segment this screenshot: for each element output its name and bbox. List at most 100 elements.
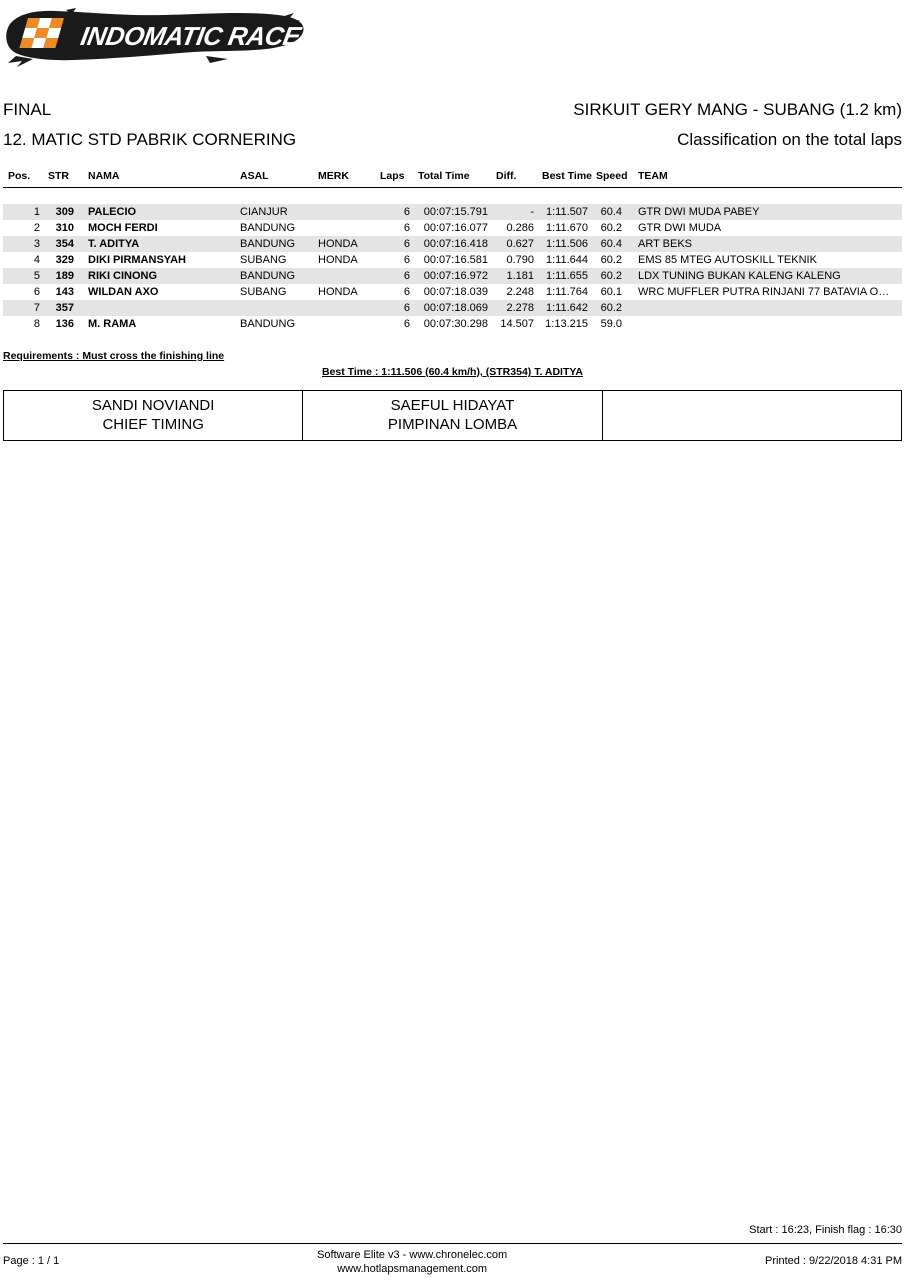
cell-str: 189 (55, 270, 74, 282)
table-header-row: Pos. STR NAMA ASAL MERK Laps Total Time … (3, 168, 902, 188)
table-row: 6 143 WILDAN AXO SUBANG HONDA 6 00:07:18… (3, 284, 902, 300)
cell-pos: 8 (33, 318, 40, 330)
cell-team: WRC MUFFLER PUTRA RINJANI 77 BATAVIA O… (638, 286, 890, 298)
cell-team: EMS 85 MTEG AUTOSKILL TEKNIK (638, 254, 817, 266)
signature-box-race-director: SAEFUL HIDAYAT PIMPINAN LOMBA (302, 391, 601, 440)
cell-str: 143 (55, 286, 74, 298)
header-diff: Diff. (496, 168, 542, 188)
cell-team (630, 316, 902, 332)
cell-laps: 6 (403, 206, 410, 218)
cell-merk (318, 220, 380, 236)
signature-name: SANDI NOVIANDI (91, 397, 215, 414)
cell-laps: 6 (403, 254, 410, 266)
cell-total-time: 00:07:16.077 (423, 222, 488, 234)
cell-total-time: 00:07:16.418 (423, 238, 488, 250)
header-laps: Laps (380, 168, 418, 188)
circuit-label: SIRKUIT GERY MANG - SUBANG (1.2 km) (573, 100, 902, 119)
title-row-secondary: 12. MATIC STD PABRIK CORNERING Classific… (3, 130, 902, 150)
cell-total-time: 00:07:16.581 (423, 254, 488, 266)
cell-nama: MOCH FERDI (88, 222, 158, 234)
checkered-flag-icon (19, 18, 64, 48)
cell-asal: SUBANG (240, 286, 287, 298)
cell-nama: WILDAN AXO (88, 286, 159, 298)
cell-speed: 60.4 (600, 206, 622, 218)
cell-str: 329 (55, 254, 74, 266)
cell-speed: 60.2 (600, 302, 622, 314)
cell-best-time: 1:11.670 (545, 222, 588, 234)
cell-merk (318, 268, 380, 284)
cell-best-time: 1:11.506 (545, 238, 588, 250)
table-row: 7 357 6 00:07:18.069 2.278 1:11.642 60.2 (3, 300, 902, 316)
cell-best-time: 1:11.655 (545, 270, 588, 282)
cell-nama (80, 300, 240, 316)
cell-best-time: 1:11.507 (545, 206, 588, 218)
start-finish-time: Start : 16:23, Finish flag : 16:30 (749, 1224, 902, 1236)
logo-wordmark: INDOMATIC RACE (78, 21, 304, 51)
cell-pos: 7 (33, 302, 40, 314)
header-speed: Speed (596, 168, 630, 188)
cell-team: GTR DWI MUDA PABEY (638, 206, 760, 218)
cell-pos: 6 (33, 286, 40, 298)
cell-diff: 0.286 (506, 222, 534, 234)
cell-speed: 59.0 (600, 318, 622, 330)
table-row: 1 309 PALECIO CIANJUR 6 00:07:15.791 - 1… (3, 204, 902, 220)
cell-str: 310 (55, 222, 74, 234)
cell-speed: 60.2 (600, 254, 622, 266)
cell-nama: M. RAMA (88, 318, 137, 330)
cell-diff: 1.181 (506, 270, 534, 282)
signature-box-chief-timing: SANDI NOVIANDI CHIEF TIMING (4, 391, 302, 440)
cell-pos: 2 (33, 222, 40, 234)
cell-asal: BANDUNG (240, 238, 296, 250)
header-total-time: Total Time (418, 168, 496, 188)
cell-laps: 6 (403, 222, 410, 234)
cell-laps: 6 (403, 318, 410, 330)
header-merk: MERK (318, 168, 380, 188)
cell-total-time: 00:07:16.972 (423, 270, 488, 282)
cell-nama: RIKI CINONG (88, 270, 158, 282)
table-row: 2 310 MOCH FERDI BANDUNG 6 00:07:16.077 … (3, 220, 902, 236)
cell-pos: 5 (33, 270, 40, 282)
cell-asal: BANDUNG (240, 318, 296, 330)
software-credit: Software Elite v3 - www.chronelec.com ww… (59, 1248, 765, 1276)
cell-nama: DIKI PIRMANSYAH (88, 254, 186, 266)
category-label: 12. MATIC STD PABRIK CORNERING (3, 130, 297, 149)
cell-pos: 4 (33, 254, 40, 266)
cell-diff: - (530, 206, 534, 218)
cell-laps: 6 (403, 286, 410, 298)
cell-best-time: 1:11.764 (545, 286, 588, 298)
results-table: Pos. STR NAMA ASAL MERK Laps Total Time … (3, 168, 902, 332)
header-str: STR (46, 168, 80, 188)
cell-diff: 0.627 (506, 238, 534, 250)
cell-asal: BANDUNG (240, 222, 296, 234)
cell-str: 309 (55, 206, 74, 218)
cell-merk (318, 300, 380, 316)
cell-nama: T. ADITYA (88, 238, 140, 250)
classification-label: Classification on the total laps (677, 130, 902, 149)
cell-pos: 3 (33, 238, 40, 250)
cell-speed: 60.2 (600, 222, 622, 234)
cell-speed: 60.2 (600, 270, 622, 282)
cell-team (630, 300, 902, 316)
footer-divider (3, 1243, 902, 1244)
requirements-note: Requirements : Must cross the finishing … (3, 350, 225, 362)
table-row: 4 329 DIKI PIRMANSYAH SUBANG HONDA 6 00:… (3, 252, 902, 268)
table-row: 8 136 M. RAMA BANDUNG 6 00:07:30.298 14.… (3, 316, 902, 332)
cell-total-time: 00:07:15.791 (423, 206, 488, 218)
cell-team: GTR DWI MUDA (638, 222, 722, 234)
title-row-primary: FINAL SIRKUIT GERY MANG - SUBANG (1.2 km… (3, 100, 902, 120)
cell-asal: CIANJUR (240, 206, 288, 218)
cell-str: 136 (55, 318, 74, 330)
cell-best-time: 1:13.215 (545, 318, 588, 330)
table-row: 5 189 RIKI CINONG BANDUNG 6 00:07:16.972… (3, 268, 902, 284)
cell-diff: 2.248 (506, 286, 534, 298)
header-team: TEAM (630, 168, 902, 188)
cell-asal: SUBANG (240, 254, 287, 266)
cell-speed: 60.1 (600, 286, 622, 298)
signature-role: CHIEF TIMING (102, 416, 204, 433)
header-best-time: Best Time (542, 168, 596, 188)
best-time-note: Best Time : 1:11.506 (60.4 km/h), (STR35… (0, 366, 905, 378)
cell-merk: HONDA (318, 238, 358, 250)
cell-team: ART BEKS (638, 238, 693, 250)
signature-role: PIMPINAN LOMBA (387, 416, 518, 433)
cell-diff: 14.507 (500, 318, 534, 330)
